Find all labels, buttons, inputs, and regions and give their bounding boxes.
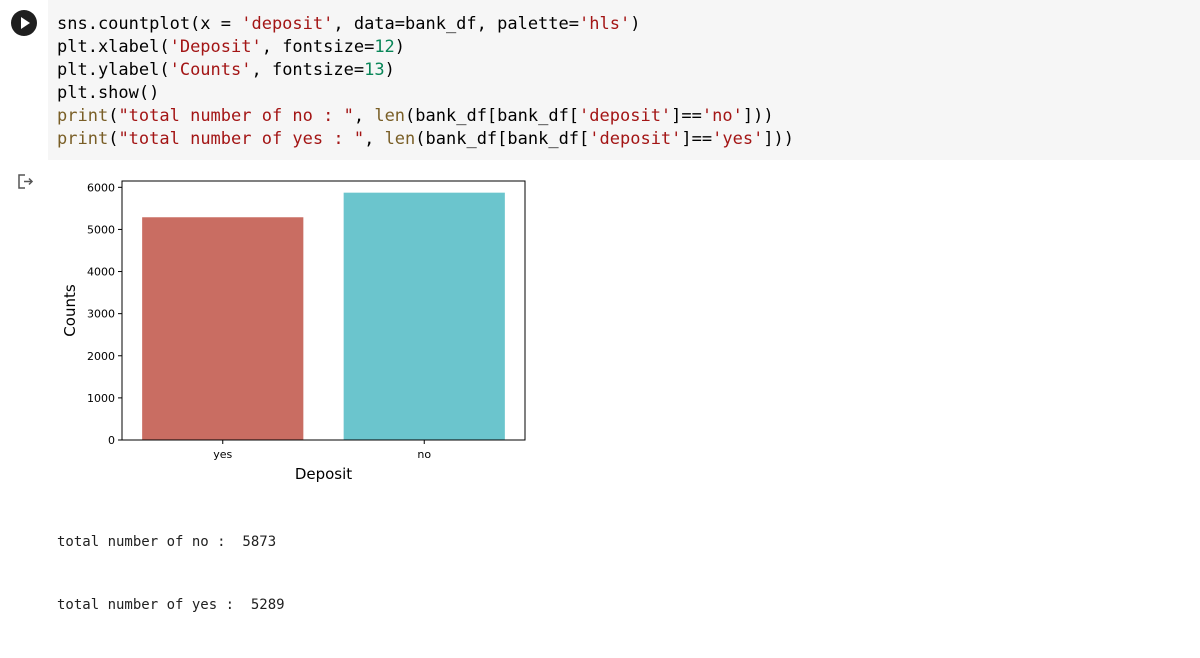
code-token: sns.countplot(x = xyxy=(57,14,242,34)
code-token: plt.xlabel( xyxy=(57,37,170,57)
code-token: 13 xyxy=(364,60,385,80)
code-token: ]== xyxy=(681,129,713,149)
code-line: plt.ylabel('Counts', fontsize=13) xyxy=(57,59,1200,82)
code-token: ])) xyxy=(763,129,795,149)
code-token: len xyxy=(384,129,416,149)
code-token: , xyxy=(353,106,375,126)
code-token: ) xyxy=(630,14,641,34)
code-line: print("total number of no : ", len(bank_… xyxy=(57,105,1200,128)
code-token: print xyxy=(57,129,109,149)
code-token: plt.show() xyxy=(57,83,160,103)
y-tick-label: 5000 xyxy=(87,223,115,236)
code-token: "total number of yes : " xyxy=(118,129,365,149)
code-token: "total number of no : " xyxy=(118,106,354,126)
plot-frame xyxy=(121,180,526,441)
code-line: sns.countplot(x = 'deposit', data=bank_d… xyxy=(57,13,1200,36)
cell-output: 0 1000 2000 3000 4000 5000 6000 yes no Deposit … xyxy=(0,165,1200,613)
code-token: ( xyxy=(108,106,119,126)
code-token: 'no' xyxy=(701,106,743,126)
code-token: 'Deposit' xyxy=(169,37,262,57)
code-token: 'deposit' xyxy=(589,129,682,149)
code-token: len xyxy=(374,106,406,126)
code-token: (bank_df[bank_df[ xyxy=(405,106,580,126)
code-cell: sns.countplot(x = 'deposit', data=bank_d… xyxy=(0,0,1200,160)
code-token: 'yes' xyxy=(712,129,764,149)
y-axis-label: Counts xyxy=(61,284,79,337)
code-line: plt.xlabel('Deposit', fontsize=12) xyxy=(57,36,1200,59)
y-tick-label: 4000 xyxy=(87,266,115,279)
run-cell-button[interactable] xyxy=(11,10,37,36)
code-token: , data=bank_df, palette= xyxy=(333,14,579,34)
y-tick-label: 6000 xyxy=(87,181,115,194)
print-line-yes-count: total number of yes : 5289 xyxy=(57,597,285,613)
code-token: 'deposit' xyxy=(579,106,672,126)
bar-yes xyxy=(142,217,304,440)
code-token: (bank_df[bank_df[ xyxy=(415,129,590,149)
y-tick-label: 0 xyxy=(108,434,115,447)
bar-no xyxy=(343,192,505,440)
y-tick-label: 1000 xyxy=(87,392,115,405)
code-token: 'Counts' xyxy=(169,60,252,80)
output-redirect-icon xyxy=(18,174,34,189)
code-token: ])) xyxy=(742,106,774,126)
code-token: ) xyxy=(384,60,395,80)
code-token: , xyxy=(364,129,385,149)
code-line: print("total number of yes : ", len(bank… xyxy=(57,128,1200,151)
y-tick-label: 2000 xyxy=(87,350,115,363)
code-token: plt.ylabel( xyxy=(57,60,170,80)
x-tick-label: yes xyxy=(213,448,232,461)
code-editor[interactable]: sns.countplot(x = 'deposit', data=bank_d… xyxy=(48,0,1200,160)
print-output: total number of no : 5873 total number o… xyxy=(57,490,285,658)
code-token: 12 xyxy=(374,37,395,57)
code-token: ( xyxy=(108,129,119,149)
code-token: , fontsize= xyxy=(251,60,365,80)
code-token: ]== xyxy=(671,106,702,126)
code-token: 'hls' xyxy=(579,14,631,34)
code-token: print xyxy=(57,106,109,126)
x-axis-label: Deposit xyxy=(295,465,352,483)
y-tick-label: 3000 xyxy=(87,308,115,321)
x-tick-label: no xyxy=(417,448,431,461)
code-token: , fontsize= xyxy=(261,37,375,57)
code-token: ) xyxy=(394,37,406,57)
code-token: 'deposit' xyxy=(241,14,334,34)
code-line: plt.show() xyxy=(57,82,1200,105)
